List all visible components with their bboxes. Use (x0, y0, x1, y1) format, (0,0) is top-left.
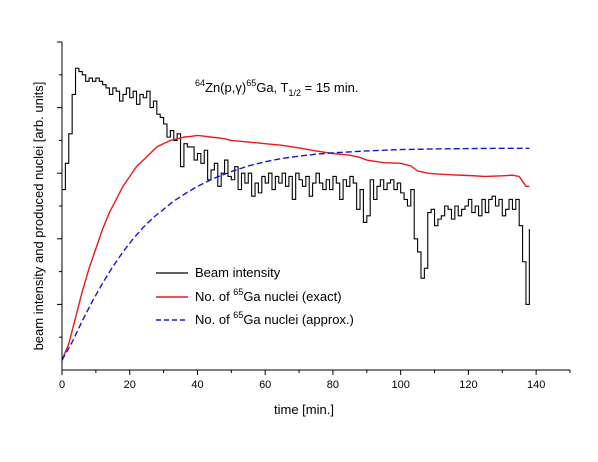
annotation-close: ) (242, 80, 246, 95)
x-tick-label: 0 (59, 379, 65, 391)
series-line-1 (61, 134, 530, 361)
x-tick-label: 80 (327, 379, 339, 391)
x-tick-label: 100 (391, 379, 409, 391)
plot-area (61, 67, 530, 361)
legend-label-exact: No. of 65Ga nuclei (exact) (195, 287, 342, 304)
annotation-gamma: γ (235, 80, 242, 95)
x-tick-label: 20 (124, 379, 136, 391)
series-line-2 (61, 147, 530, 361)
annotation-mass-a: 64 (195, 78, 205, 88)
annotation-element-b: Ga, T (256, 80, 288, 95)
x-tick-marks: 0 20 40 60 80 100 120 140 (59, 370, 571, 391)
x-tick-label: 60 (259, 379, 271, 391)
legend-label-beam: Beam intensity (195, 265, 281, 280)
legend-label-approx: No. of 65Ga nuclei (approx.) (195, 310, 354, 327)
annotation-mass-b: 65 (246, 78, 256, 88)
series-line-0 (62, 67, 530, 305)
x-tick-label: 140 (527, 379, 545, 391)
annotation-element-a: Zn(p, (205, 80, 235, 95)
x-tick-label: 40 (191, 379, 203, 391)
legend: Beam intensity No. of 65Ga nuclei (exact… (156, 265, 354, 327)
x-tick-label: 120 (459, 379, 477, 391)
x-axis-title: time [min.] (274, 402, 334, 417)
annotation-half-life-sub: 1/2 (289, 88, 302, 98)
reaction-annotation: 64Zn(p,γ)65Ga, T1/2 = 15 min. (195, 78, 358, 98)
y-tick-marks (57, 41, 62, 338)
annotation-rest: = 15 min. (301, 80, 358, 95)
y-axis-title: beam intensity and produced nuclei [arb.… (31, 82, 46, 351)
